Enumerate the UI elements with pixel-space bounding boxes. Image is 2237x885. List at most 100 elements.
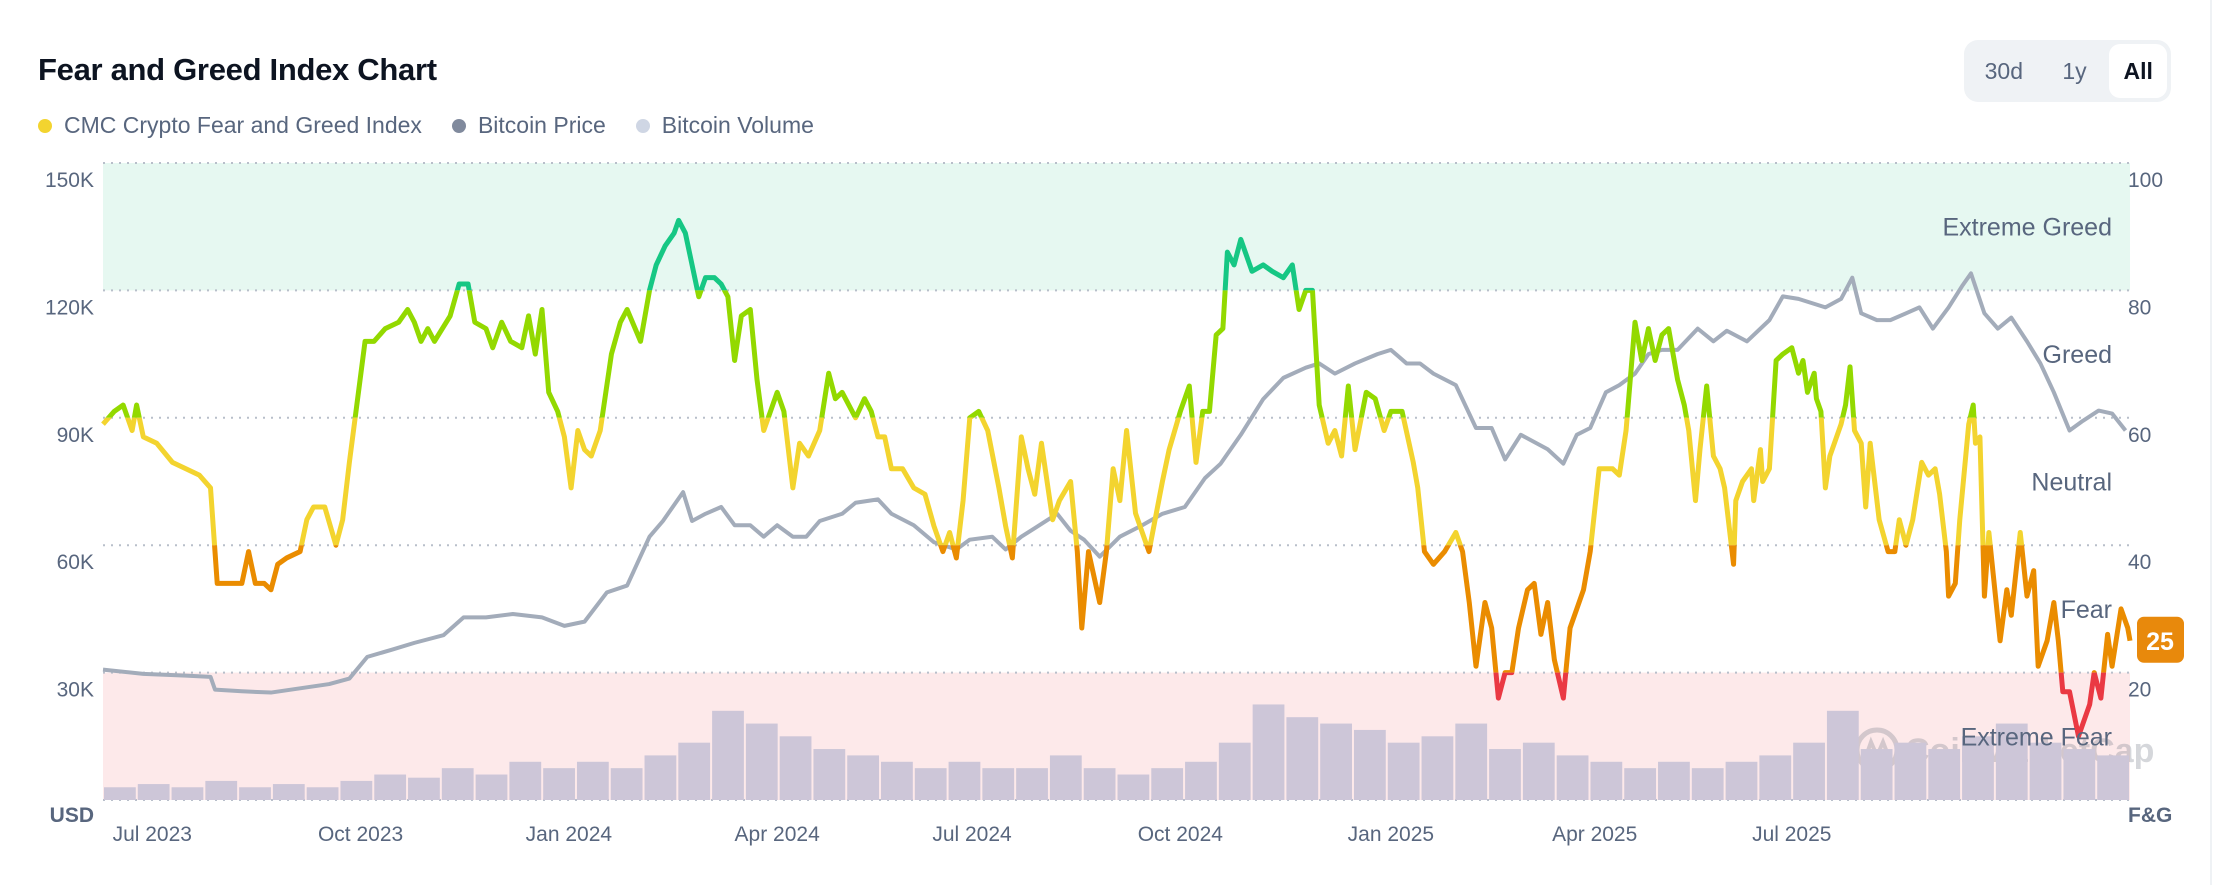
- volume-bar: [914, 768, 947, 800]
- volume-bar: [1962, 736, 1994, 800]
- volume-bar: [745, 723, 778, 800]
- volume-bar: [543, 768, 575, 800]
- volume-bar: [1725, 761, 1758, 800]
- volume-bar: [1590, 761, 1623, 800]
- volume-bar: [948, 761, 981, 800]
- volume-bar: [104, 787, 136, 800]
- right-axis-tick: 80: [2128, 296, 2151, 319]
- zone-label: Extreme Fear: [1961, 723, 2112, 751]
- zone-label: Extreme Greed: [1942, 214, 2112, 242]
- fear-greed-line-greed: [105, 290, 1977, 418]
- left-axis-tick: 150K: [45, 169, 94, 192]
- volume-bar: [374, 774, 407, 800]
- range-1y-button[interactable]: 1y: [2062, 57, 2087, 84]
- chart-title: Fear and Greed Index Chart: [38, 52, 437, 87]
- bitcoin-price-line: [102, 271, 2128, 695]
- volume-bar: [1455, 723, 1488, 800]
- volume-bar: [1691, 768, 1724, 800]
- volume-bar: [847, 755, 880, 800]
- left-axis-tick: 90K: [57, 424, 94, 447]
- legend-dot-icon: [451, 118, 466, 133]
- volume-bar: [678, 742, 711, 800]
- volume-bar: [644, 755, 677, 800]
- volume-bar: [1320, 723, 1352, 800]
- right-axis-label: F&G: [2128, 804, 2172, 827]
- range-30d-button[interactable]: 30d: [1984, 57, 2023, 84]
- volume-bar: [1083, 768, 1116, 800]
- right-axis-tick: 40: [2128, 551, 2151, 574]
- volume-bar: [982, 768, 1015, 800]
- range-all-button[interactable]: All: [2109, 44, 2167, 98]
- legend-item-bitcoin-volume[interactable]: Bitcoin Volume: [635, 112, 814, 139]
- legend-dot-icon: [38, 118, 52, 133]
- legend-label: CMC Crypto Fear and Greed Index: [64, 112, 422, 138]
- volume-bar: [272, 784, 305, 800]
- x-axis-tick: Jul 2024: [932, 823, 1012, 846]
- left-axis-tick: 60K: [57, 551, 94, 574]
- volume-bar: [1489, 749, 1521, 800]
- volume-bar: [509, 761, 542, 800]
- zone-label: Fear: [2061, 596, 2112, 624]
- x-axis-tick: Apr 2025: [1552, 823, 1637, 846]
- volume-bar: [576, 761, 609, 800]
- volume-bar: [1117, 774, 1150, 800]
- x-axis-tick: Jul 2023: [113, 823, 192, 846]
- volume-bar: [1995, 723, 2028, 800]
- volume-bar: [1218, 742, 1251, 800]
- left-axis-tick: 120K: [45, 296, 94, 319]
- legend-label: Bitcoin Price: [477, 112, 606, 138]
- volume-bar: [1522, 742, 1555, 800]
- legend-dot-icon: [635, 118, 650, 133]
- fear-greed-line-neutral: [101, 417, 2025, 546]
- volume-bar: [306, 787, 339, 800]
- volume-bar: [712, 710, 744, 800]
- zone-bg-extreme-greed: [103, 163, 2130, 291]
- right-axis-tick: 100: [2128, 169, 2163, 192]
- left-axis-tick: 30K: [57, 679, 94, 702]
- x-axis-tick: Apr 2024: [735, 823, 821, 846]
- volume-bar: [1894, 742, 1927, 800]
- x-axis-tick: Oct 2023: [318, 823, 403, 846]
- volume-bar: [171, 787, 204, 800]
- volume-bar: [2029, 742, 2062, 800]
- volume-bar: [813, 749, 846, 800]
- right-axis-tick: 20: [2128, 679, 2151, 702]
- volume-bar: [239, 787, 271, 800]
- right-axis-tick: 60: [2128, 424, 2151, 447]
- volume-bar: [881, 761, 913, 800]
- volume-bar: [1151, 768, 1184, 800]
- volume-bar: [1049, 755, 1082, 800]
- legend-item-fear-greed[interactable]: CMC Crypto Fear and Greed Index: [38, 112, 422, 139]
- volume-bar: [475, 774, 508, 800]
- volume-bar: [205, 780, 238, 800]
- volume-bar: [1928, 749, 1961, 800]
- x-axis-tick: Jan 2024: [526, 823, 613, 846]
- volume-bar: [137, 784, 170, 800]
- volume-bar: [1421, 736, 1454, 800]
- volume-bar: [1185, 761, 1217, 800]
- volume-bar: [1016, 768, 1048, 800]
- legend-label: Bitcoin Volume: [661, 112, 814, 138]
- volume-bar: [1759, 755, 1792, 800]
- volume-bar: [1556, 755, 1589, 800]
- volume-bar: [1353, 729, 1386, 800]
- volume-bar: [1286, 717, 1319, 800]
- volume-bar: [779, 736, 812, 800]
- zone-label: Neutral: [2031, 469, 2112, 497]
- volume-bar: [2063, 749, 2096, 800]
- zone-bg-extreme-fear: [103, 672, 2130, 800]
- volume-bar: [1658, 761, 1690, 800]
- volume-bar: [2097, 755, 2129, 800]
- chart-legend: CMC Crypto Fear and Greed Index Bitcoin …: [38, 112, 814, 139]
- volume-bar: [441, 768, 474, 800]
- volume-bar: [1860, 749, 1893, 800]
- x-axis-tick: Oct 2024: [1138, 823, 1224, 846]
- volume-bar: [408, 777, 440, 800]
- time-range-toggle: 30d 1y All: [1964, 40, 2171, 102]
- volume-bar: [1387, 742, 1420, 800]
- volume-bar: [1624, 768, 1657, 800]
- left-axis-label: USD: [50, 804, 94, 827]
- legend-item-bitcoin-price[interactable]: Bitcoin Price: [451, 112, 606, 139]
